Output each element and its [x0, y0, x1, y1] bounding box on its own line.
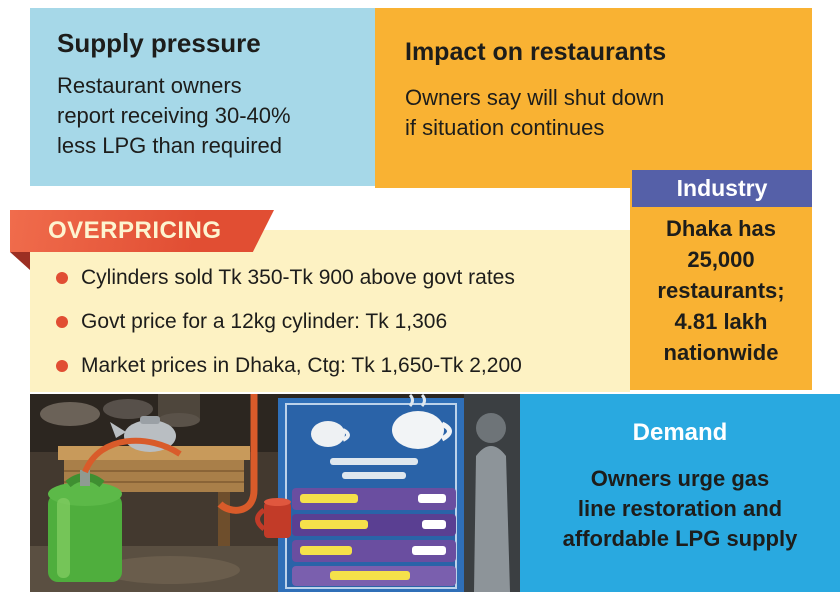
demand-body: Owners urge gas line restoration and aff… — [562, 466, 798, 551]
supply-pressure-title: Supply pressure — [57, 28, 261, 58]
supply-pressure-box: Supply pressure Restaurant owners report… — [30, 8, 375, 186]
ribbon-fold-icon — [10, 252, 30, 270]
industry-title: Industry — [676, 175, 768, 201]
lpg-cylinder-illustration — [48, 437, 182, 582]
overpricing-box: Cylinders sold Tk 350-Tk 900 above govt … — [30, 230, 630, 392]
supply-pressure-body: Restaurant owners report receiving 30-40… — [57, 73, 291, 158]
tea-stall-photo — [30, 394, 520, 592]
tea-stall-illustration — [30, 394, 520, 592]
overpricing-list: Cylinders sold Tk 350-Tk 900 above govt … — [30, 263, 630, 381]
gas-hose-illustration — [217, 394, 258, 514]
red-mug-illustration — [255, 498, 291, 538]
list-item: Govt price for a 12kg cylinder: Tk 1,306 — [30, 307, 630, 337]
tea-cabinet-illustration — [278, 394, 464, 592]
impact-box: Impact on restaurants Owners say will sh… — [375, 8, 812, 188]
impact-title: Impact on restaurants — [405, 38, 667, 66]
demand-title: Demand — [632, 419, 728, 446]
industry-header: Industry — [632, 170, 812, 207]
bullet-icon — [56, 316, 68, 328]
bullet-icon — [56, 272, 68, 284]
person-illustration — [464, 394, 520, 592]
overpricing-bullet-2: Govt price for a 12kg cylinder: Tk 1,306 — [81, 310, 448, 333]
impact-body: Owners say will shut down if situation c… — [405, 85, 665, 140]
industry-body: Dhaka has 25,000 restaurants; 4.81 lakh … — [657, 216, 785, 365]
list-item: Cylinders sold Tk 350-Tk 900 above govt … — [30, 263, 630, 293]
industry-background — [630, 188, 812, 390]
demand-box: Demand Owners urge gas line restoration … — [520, 394, 840, 592]
bullet-icon — [56, 360, 68, 372]
pots-illustration — [40, 394, 200, 427]
list-item: Market prices in Dhaka, Ctg: Tk 1,650-Tk… — [30, 351, 630, 381]
overpricing-ribbon: OVERPRICING — [10, 210, 274, 252]
overpricing-title: OVERPRICING — [48, 217, 222, 244]
overpricing-bullet-1: Cylinders sold Tk 350-Tk 900 above govt … — [81, 266, 515, 289]
overpricing-bullet-3: Market prices in Dhaka, Ctg: Tk 1,650-Tk… — [81, 354, 522, 377]
